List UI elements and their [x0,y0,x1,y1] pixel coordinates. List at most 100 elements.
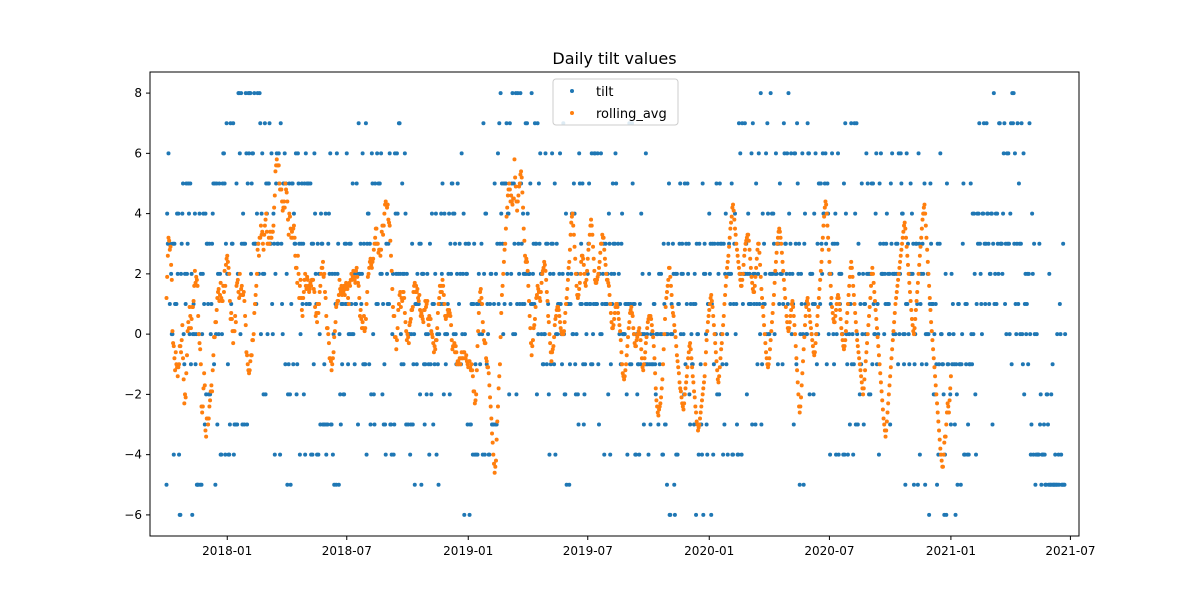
tilt-point [1019,121,1024,126]
rolling-avg-point [469,362,474,367]
rolling-avg-point [739,283,744,288]
rolling-avg-point [582,271,587,276]
rolling-avg-point [612,317,617,322]
tilt-point [394,151,399,156]
rolling-avg-point [334,305,339,310]
tilt-point [683,362,688,367]
tilt-point [970,362,975,367]
rolling-avg-point [534,292,539,297]
rolling-avg-point [843,329,848,334]
tilt-point [878,241,883,246]
rolling-avg-point [576,292,581,297]
rolling-avg-point [810,344,815,349]
rolling-avg-point [317,302,322,306]
rolling-avg-point [447,308,452,313]
rolling-avg-point [732,217,737,222]
tilt-point [804,332,809,337]
tilt-point [851,452,856,457]
tilt-point [227,422,232,427]
tilt-point [712,241,717,246]
tilt-point [977,121,982,126]
tilt-point [221,151,226,156]
tilt-point [1038,422,1043,427]
tilt-point [371,332,376,337]
y-tick-label: −4 [124,448,142,462]
tilt-point [532,302,537,306]
tilt-point [534,241,539,246]
tilt-point [860,332,865,337]
rolling-avg-point [355,280,360,285]
rolling-avg-point [406,335,411,340]
tilt-point [427,452,432,457]
rolling-avg-point [307,286,312,291]
tilt-point [877,181,882,186]
rolling-avg-point [203,428,208,433]
rolling-avg-point [581,262,586,267]
rolling-avg-point [433,347,438,352]
rolling-avg-point [825,223,830,228]
tilt-point [467,512,472,517]
rolling-avg-point [865,332,870,337]
tilt-point [1001,211,1006,216]
tilt-point [946,362,951,367]
rolling-avg-point [193,280,198,285]
rolling-avg-point [933,374,938,379]
rolling-avg-point [698,410,703,415]
tilt-point [791,422,796,427]
rolling-avg-point [652,356,657,361]
tilt-point [696,332,701,337]
tilt-point [402,151,407,156]
rolling-avg-point [696,428,701,433]
tilt-point [647,271,652,276]
tilt-point [354,302,358,306]
rolling-avg-point [539,280,544,285]
y-tick-label: −6 [124,508,142,522]
rolling-avg-point [876,344,881,349]
rolling-avg-point [925,259,930,264]
tilt-point [434,452,439,457]
rolling-avg-point [862,377,867,382]
rolling-avg-point [383,199,388,204]
tilt-point [422,422,427,427]
tilt-point [546,302,551,306]
tilt-point [297,452,302,457]
tilt-point [701,512,706,517]
tilt-point [738,151,743,156]
tilt-point [398,332,403,337]
tilt-point [602,452,607,457]
tilt-point [199,482,204,487]
tilt-point [492,181,497,186]
rolling-avg-point [476,329,481,334]
tilt-point [260,151,265,156]
rolling-avg-point [247,371,252,376]
rolling-avg-point [850,274,855,279]
rolling-avg-point [303,271,308,276]
tilt-point [750,121,755,126]
rolling-avg-point [653,371,658,376]
rolling-avg-point [718,356,723,361]
rolling-avg-point [470,374,475,379]
rolling-avg-point [663,305,668,310]
tilt-point [728,302,733,306]
rolling-avg-point [191,298,196,303]
rolling-avg-point [224,256,229,261]
tilt-point [733,332,738,337]
tilt-point [294,392,299,397]
tilt-point [811,392,816,397]
tilt-point [847,332,852,337]
rolling-avg-point [202,383,207,388]
tilt-point [480,332,485,337]
tilt-point [754,181,759,186]
tilt-point [788,241,793,246]
tilt-point [276,151,281,156]
rolling-avg-point [375,241,380,246]
tilt-point [833,211,838,216]
tilt-point [709,512,714,517]
rolling-avg-point [631,326,636,331]
chart-title: Daily tilt values [552,49,676,68]
tilt-point [598,151,603,156]
rolling-avg-point [793,332,798,337]
tilt-point [616,271,621,276]
rolling-avg-point [733,226,737,231]
tilt-point [646,452,651,457]
